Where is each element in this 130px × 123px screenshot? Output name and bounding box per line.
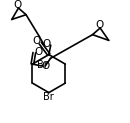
- Text: Br: Br: [43, 92, 54, 102]
- Text: Br: Br: [37, 60, 48, 70]
- Text: O: O: [13, 0, 22, 10]
- Text: O: O: [95, 20, 103, 30]
- Text: O: O: [32, 36, 41, 46]
- Text: O: O: [34, 47, 42, 57]
- Text: O: O: [43, 39, 51, 49]
- Text: O: O: [42, 61, 50, 71]
